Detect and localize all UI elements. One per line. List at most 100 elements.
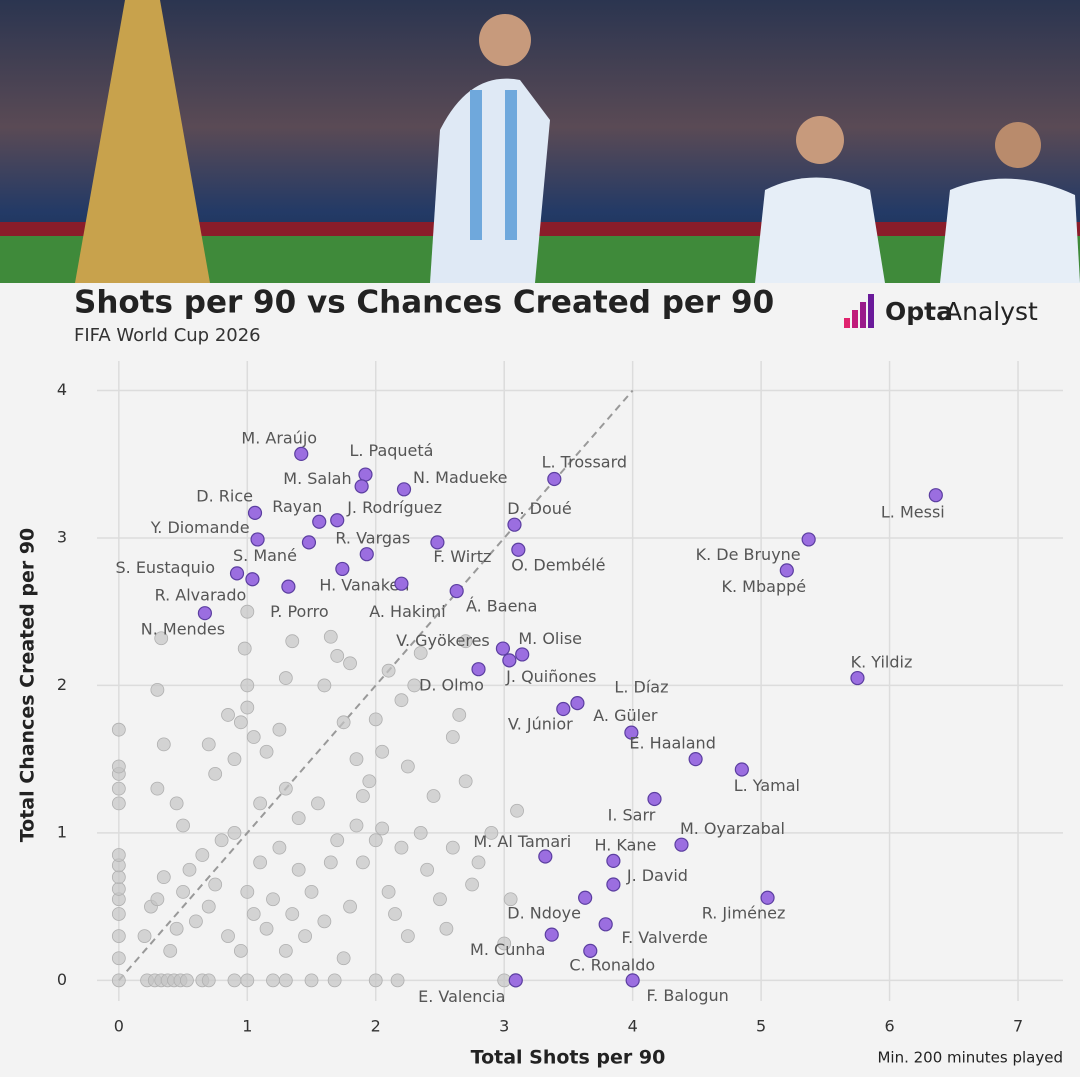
background-point — [156, 737, 171, 752]
background-point — [208, 877, 223, 892]
player-point — [570, 696, 585, 711]
background-point — [362, 774, 377, 789]
background-point — [330, 833, 345, 848]
background-point — [471, 855, 486, 870]
player-point — [250, 532, 265, 547]
point-label: E. Haaland — [629, 734, 715, 753]
y-tick-label: 1 — [57, 822, 67, 841]
background-point — [465, 877, 479, 892]
player-point — [281, 579, 296, 594]
background-point — [394, 693, 409, 708]
background-point — [278, 781, 293, 796]
player-point — [624, 725, 639, 740]
player-point — [197, 606, 213, 621]
background-point — [208, 767, 223, 781]
player-point — [301, 535, 317, 550]
background-point — [445, 840, 460, 855]
point-label: L. Díaz — [614, 678, 668, 697]
background-point — [394, 840, 409, 855]
player-point — [294, 446, 309, 462]
player-point — [247, 505, 263, 520]
player-point — [508, 973, 523, 988]
background-point — [323, 855, 338, 870]
player-point — [850, 670, 865, 686]
background-point — [426, 789, 441, 803]
point-label: F. Wirtz — [433, 547, 491, 566]
background-point — [111, 848, 126, 862]
point-label: H. Kane — [594, 835, 656, 854]
point-label: S. Eustaquio — [115, 558, 215, 577]
background-point — [137, 929, 152, 944]
background-point — [111, 722, 126, 737]
background-point — [291, 862, 306, 877]
point-label: L. Yamal — [734, 776, 800, 795]
background-point — [237, 641, 252, 656]
background-point — [503, 892, 518, 907]
background-point — [439, 921, 454, 936]
point-label: Y. Diomande — [150, 518, 250, 537]
background-point — [169, 796, 184, 811]
player-point — [928, 488, 943, 503]
player-point — [471, 662, 486, 677]
point-label: J. David — [626, 866, 688, 885]
background-point — [111, 973, 126, 988]
point-label: P. Porro — [270, 602, 329, 621]
background-point — [388, 907, 402, 921]
background-point — [375, 821, 390, 836]
background-point — [375, 744, 390, 759]
background-point — [323, 629, 338, 644]
background-point — [266, 973, 280, 988]
background-point — [111, 951, 126, 966]
background-point — [163, 943, 178, 958]
x-tick-label: 2 — [371, 1017, 381, 1036]
reference-line — [118, 389, 634, 982]
player-point — [354, 479, 369, 494]
background-point — [420, 862, 435, 877]
player-point — [394, 576, 409, 591]
background-point — [150, 682, 165, 697]
point-label: R. Alvarado — [155, 586, 247, 605]
player-point — [359, 547, 374, 562]
background-point — [400, 929, 415, 944]
y-axis-title: Total Chances Created per 90 — [17, 528, 39, 843]
player-point — [396, 482, 412, 497]
player-point — [647, 791, 662, 807]
background-point — [195, 848, 210, 862]
point-label: A. Güler — [593, 706, 658, 725]
player-point — [538, 849, 553, 864]
background-point — [413, 825, 428, 840]
background-point — [259, 921, 274, 936]
background-point — [368, 712, 383, 727]
background-point — [253, 855, 268, 870]
background-point — [510, 803, 524, 818]
x-axis-title: Total Shots per 90 — [471, 1047, 666, 1069]
background-point — [291, 811, 306, 826]
background-point — [390, 973, 405, 988]
point-label: V. Gyökeres — [396, 631, 490, 650]
background-point — [111, 870, 126, 885]
player-point — [779, 563, 794, 578]
player-point — [544, 927, 559, 942]
chart-title: Shots per 90 vs Chances Created per 90 — [74, 285, 774, 321]
logo-text: Analyst — [945, 297, 1038, 326]
x-tick-label: 7 — [1013, 1017, 1023, 1036]
background-point — [240, 678, 255, 693]
background-point — [176, 884, 190, 899]
point-label: V. Júnior — [508, 715, 573, 734]
background-point — [227, 825, 242, 840]
background-point — [327, 973, 342, 988]
point-label: E. Valencia — [418, 987, 505, 1006]
background-point — [214, 833, 229, 848]
background-point — [150, 781, 165, 796]
player-point — [598, 917, 613, 932]
background-point — [111, 796, 126, 811]
point-label: F. Balogun — [647, 986, 729, 1005]
point-label: J. Quiñones — [505, 667, 596, 686]
background-point — [111, 907, 126, 921]
player-point — [229, 566, 245, 581]
background-point — [246, 730, 261, 744]
player-point — [606, 853, 621, 869]
y-tick-label: 3 — [57, 527, 67, 546]
point-label: M. Araújo — [241, 428, 317, 447]
